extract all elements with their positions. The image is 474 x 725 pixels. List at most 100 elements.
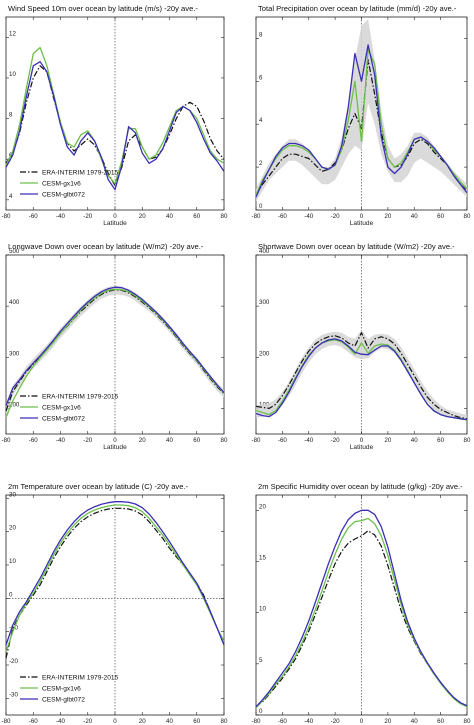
x-tick-label: 80 <box>464 213 471 220</box>
x-tick-label: 20 <box>139 213 146 220</box>
y-tick-label: 400 <box>9 299 20 306</box>
x-tick-label: -60 <box>278 213 288 220</box>
y-tick-label: 20 <box>9 525 16 532</box>
chart-panel-4: Shortwave Down over ocean by latitude (W… <box>252 242 471 451</box>
x-tick-label: 40 <box>166 437 173 444</box>
chart-title: 2m Temperature over ocean by latitude (C… <box>8 482 189 491</box>
x-tick-label: -60 <box>278 437 288 444</box>
x-tick-label: 40 <box>411 718 418 725</box>
y-tick-label: 30 <box>9 491 16 498</box>
x-tick-label: 80 <box>221 437 228 444</box>
x-tick-label: -60 <box>29 213 39 220</box>
legend-entry: CESM-glbt072 <box>42 192 85 199</box>
x-tick-label: 80 <box>221 213 228 220</box>
x-tick-label: 80 <box>464 437 471 444</box>
legend-entry: ERA-INTERIM 1979-2015 <box>42 675 119 682</box>
spread-band <box>256 19 467 202</box>
y-tick-label: 10 <box>9 71 16 78</box>
y-tick-label: 500 <box>9 248 20 255</box>
chart-title: Total Precipitation over ocean by latitu… <box>258 4 457 13</box>
x-tick-label: 80 <box>221 718 228 725</box>
y-tick-label: -30 <box>9 691 19 698</box>
x-tick-label: 80 <box>464 718 471 725</box>
x-tick-label: -60 <box>29 718 39 725</box>
chart-title: Shortwave Down over ocean by latitude (W… <box>258 242 455 251</box>
y-tick-label: 400 <box>259 248 270 255</box>
x-tick-label: -20 <box>331 437 341 444</box>
y-tick-label: 300 <box>9 350 20 357</box>
series-line-cesm-glbt072 <box>255 338 468 421</box>
y-tick-label: 8 <box>259 31 263 38</box>
plot-frame <box>5 254 225 435</box>
y-tick-label: 0 <box>9 591 13 598</box>
x-tick-label: 60 <box>437 213 444 220</box>
y-tick-label: 0 <box>259 708 263 715</box>
series-line-era-interim-1979-2015 <box>5 65 225 187</box>
y-tick-label: 8 <box>9 112 13 119</box>
x-tick-label: -40 <box>304 718 314 725</box>
x-tick-label: -80 <box>2 437 12 444</box>
legend-entry: CESM-glbt072 <box>42 416 85 423</box>
x-tick-label: 20 <box>384 718 391 725</box>
x-tick-label: -80 <box>2 213 12 220</box>
x-tick-label: -40 <box>304 213 314 220</box>
x-tick-label: 40 <box>166 213 173 220</box>
y-tick-label: 20 <box>259 503 266 510</box>
y-tick-label: 12 <box>9 30 16 37</box>
x-tick-label: -60 <box>278 718 288 725</box>
legend-entry: CESM-gx1v6 <box>42 405 81 412</box>
y-tick-label: 4 <box>259 117 263 124</box>
spread-band <box>256 329 467 421</box>
x-tick-label: 0 <box>360 437 364 444</box>
x-axis-label: Latitude <box>350 220 374 227</box>
series-line-cesm-gx1v6 <box>5 504 225 652</box>
chart-title: 2m Specific Humidity over ocean by latit… <box>258 482 463 491</box>
x-tick-label: 20 <box>384 213 391 220</box>
x-tick-label: 60 <box>193 213 200 220</box>
x-tick-label: 20 <box>139 437 146 444</box>
x-tick-label: -20 <box>83 213 93 220</box>
x-tick-label: 60 <box>437 718 444 725</box>
chart-panel-5: 2m Temperature over ocean by latitude (C… <box>2 482 228 725</box>
y-tick-label: 200 <box>9 401 20 408</box>
series-line-cesm-gx1v6 <box>255 48 468 196</box>
x-tick-label: 40 <box>411 437 418 444</box>
y-tick-label: 0 <box>259 203 263 210</box>
x-tick-label: -80 <box>252 437 262 444</box>
y-tick-label: 10 <box>259 606 266 613</box>
spread-band <box>6 285 224 417</box>
x-tick-label: -40 <box>56 718 66 725</box>
series-line-cesm-glbt072 <box>255 509 468 708</box>
y-tick-label: 10 <box>9 558 16 565</box>
x-tick-label: -20 <box>331 718 341 725</box>
x-tick-label: -20 <box>83 437 93 444</box>
chart-panel-1: Wind Speed 10m over ocean by latitude (m… <box>2 4 228 227</box>
x-tick-label: 60 <box>193 437 200 444</box>
series-line-era-interim-1979-2015 <box>255 59 468 196</box>
legend-entry: CESM-gx1v6 <box>42 181 81 188</box>
x-tick-label: 0 <box>113 437 117 444</box>
x-tick-label: -80 <box>2 718 12 725</box>
x-tick-label: 0 <box>360 718 364 725</box>
x-tick-label: -60 <box>29 437 39 444</box>
y-tick-label: 200 <box>259 350 270 357</box>
x-axis-label: Latitude <box>350 444 374 451</box>
x-tick-label: -80 <box>252 718 262 725</box>
series-line-cesm-glbt072 <box>5 501 225 646</box>
x-tick-label: 40 <box>166 718 173 725</box>
y-tick-label: 4 <box>9 193 13 200</box>
x-tick-label: 0 <box>360 213 364 220</box>
y-tick-label: 300 <box>259 299 270 306</box>
legend-entry: ERA-INTERIM 1979-2015 <box>42 170 119 177</box>
chart-title: Wind Speed 10m over ocean by latitude (m… <box>8 4 198 13</box>
legend-entry: CESM-glbt072 <box>42 697 85 704</box>
x-tick-label: 60 <box>437 437 444 444</box>
series-line-cesm-glbt072 <box>255 44 468 198</box>
chart-panel-2: Total Precipitation over ocean by latitu… <box>252 4 471 227</box>
chart-panel-3: Longwave Down over ocean by latitude (W/… <box>2 242 228 451</box>
legend-entry: CESM-gx1v6 <box>42 686 81 693</box>
chart-panel-6: 2m Specific Humidity over ocean by latit… <box>252 482 471 725</box>
y-tick-label: 2 <box>259 160 263 167</box>
series-line-cesm-glbt072 <box>5 286 225 407</box>
